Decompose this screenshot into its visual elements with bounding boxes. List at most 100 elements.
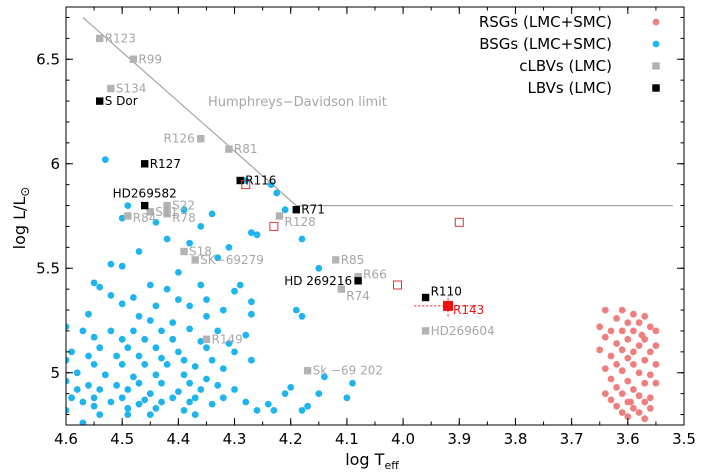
legend-label: LBVs (LMC): [527, 79, 612, 97]
lbvs-point: [421, 293, 430, 302]
bsgs-point: [304, 402, 311, 410]
x-tick-label: 4.5: [110, 430, 134, 448]
bsgs-point: [169, 394, 177, 402]
clbvs-point: [180, 247, 188, 256]
bsgs-point: [146, 390, 154, 397]
clbvs-point: [129, 55, 138, 63]
star-label: S18: [189, 245, 212, 259]
rsgs-point: [618, 327, 626, 335]
bsgs-point: [135, 312, 143, 320]
bsgs-point: [146, 411, 154, 418]
x-tick-label: 3.9: [447, 430, 471, 448]
rsgs-point: [624, 413, 632, 420]
clbvs-point: [225, 145, 233, 153]
bsgs-point: [203, 375, 210, 383]
bsgs-point: [191, 411, 199, 418]
lbvs-point: [141, 160, 149, 168]
bsgs-point: [135, 379, 143, 387]
bsgs-point: [253, 231, 261, 239]
bsgs-point: [191, 363, 199, 370]
bsgs-point: [208, 210, 216, 218]
star-label: HD269604: [431, 324, 495, 338]
open-square-point: [393, 280, 402, 290]
hd-limit-label: Humphreys−Davidson limit: [208, 95, 387, 110]
bsgs-point: [208, 400, 216, 408]
bsgs-point: [124, 202, 132, 210]
bsgs-point: [175, 296, 182, 303]
star-label: R78: [172, 211, 196, 225]
bsgs-point: [163, 361, 171, 368]
clbvs-point: [96, 34, 104, 43]
rsgs-point: [652, 342, 660, 349]
bsgs-point: [281, 206, 289, 214]
bsgs-point: [231, 287, 238, 295]
bsgs-point: [146, 317, 154, 324]
rsgs-point: [646, 394, 654, 402]
y-tick-label: 5: [50, 364, 60, 382]
rsgs-point: [613, 402, 620, 410]
rsgs-point: [601, 333, 609, 341]
rsgs-point: [624, 354, 632, 362]
bsgs-point: [79, 419, 87, 425]
star-label: R84: [133, 211, 157, 225]
bsgs-point: [113, 381, 120, 389]
open-square-point: [269, 221, 279, 231]
bsgs-point: [130, 327, 137, 335]
lbvs-point: [236, 176, 244, 185]
rsgs-point: [618, 306, 626, 314]
bsgs-point: [248, 356, 255, 364]
bsgs-point: [107, 260, 115, 268]
rsgs-point: [607, 375, 615, 383]
bsgs-point: [186, 379, 194, 387]
rsgs-point: [641, 379, 649, 387]
bsgs-point: [214, 381, 222, 389]
star-label: R110: [431, 285, 462, 299]
bsgs-point: [248, 310, 255, 318]
bsgs-point: [107, 292, 115, 299]
x-tick-label: 3.8: [504, 430, 528, 448]
bsgs-point: [231, 386, 238, 393]
rsgs-point: [641, 312, 649, 320]
bsgs-point: [203, 296, 210, 303]
rsgs-point: [624, 319, 632, 326]
bsgs-point: [118, 394, 126, 402]
lbvs-point: [96, 97, 104, 105]
legend-label: cLBVs (LMC): [519, 57, 612, 75]
rsgs-point: [641, 356, 649, 364]
star-label: SK−69279: [200, 253, 264, 267]
rsgs-point: [630, 386, 637, 393]
bsgs-point: [66, 323, 70, 331]
x-tick-label: 4.0: [391, 430, 415, 448]
star-label: S Dor: [105, 94, 138, 108]
hd-limit-line: [82, 16, 673, 207]
bsgs-point: [118, 262, 126, 270]
bsgs-point: [186, 398, 194, 406]
bsgs-point: [107, 327, 115, 335]
x-tick-label: 4.6: [54, 430, 78, 448]
lbvs-point: [141, 201, 149, 210]
star-label: R127: [150, 157, 181, 171]
bsgs-point: [225, 244, 233, 251]
bsgs-point: [267, 181, 275, 189]
bsgs-point: [236, 281, 244, 289]
bsgs-point: [146, 281, 154, 289]
bsgs-point: [208, 356, 216, 364]
rsgs-point: [635, 342, 643, 349]
bsgs-point: [135, 400, 143, 408]
star-label: HD 269216: [284, 274, 352, 288]
bsgs-point: [343, 394, 351, 402]
x-tick-label: 4.4: [166, 430, 190, 448]
rsgs-point: [613, 315, 620, 322]
x-tick-label: 4.1: [335, 430, 359, 448]
bsgs-point: [287, 384, 295, 391]
bsgs-point: [169, 319, 177, 326]
bsgs-point: [180, 356, 188, 364]
bsgs-point: [281, 390, 289, 397]
bsgs-point: [180, 371, 188, 379]
star-label: R116: [245, 174, 276, 188]
rsgs-point: [630, 404, 637, 412]
rsgs-point: [635, 392, 643, 400]
bsgs-point: [66, 407, 70, 414]
bsgs-point: [96, 386, 104, 393]
